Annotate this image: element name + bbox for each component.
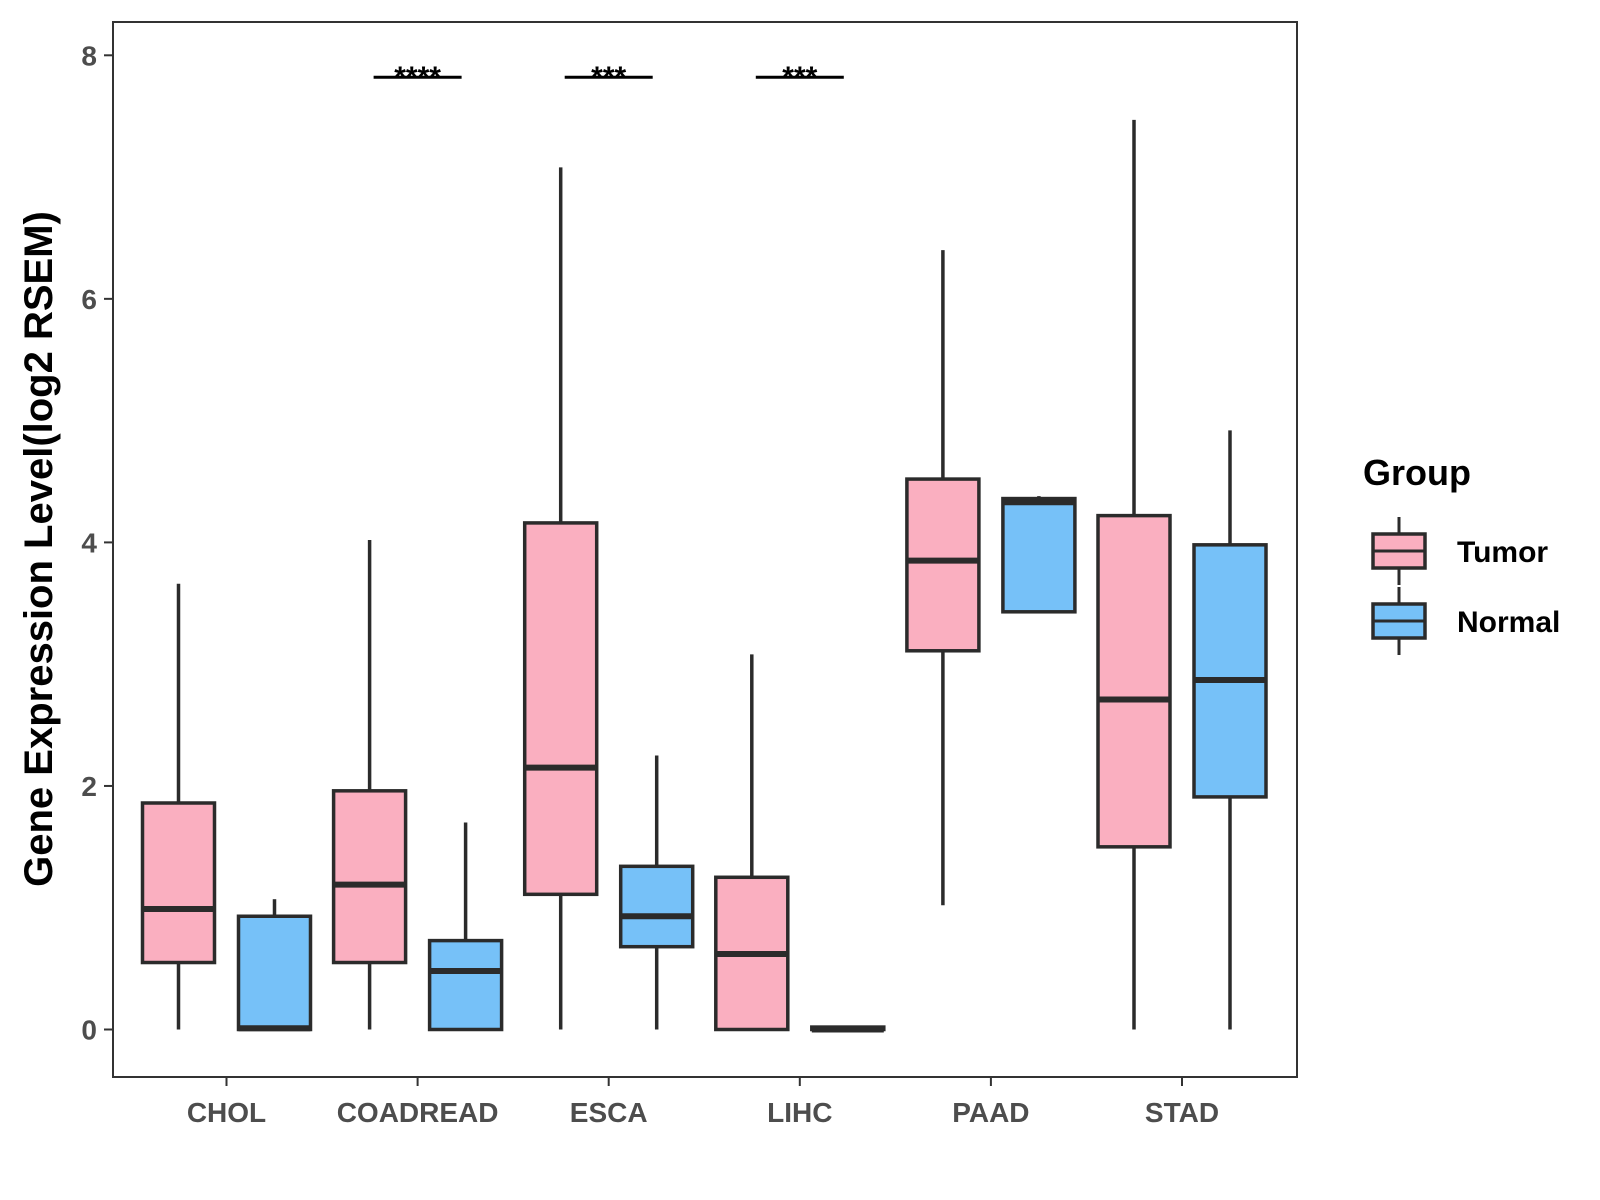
box-body [522,521,599,897]
x-tick-label: PAAD [952,1097,1029,1128]
box-body [1096,513,1172,849]
x-tick-label: ESCA [570,1097,648,1128]
box-tumor-coadread [331,539,408,1030]
significance-layer: **** *** *** [373,61,844,94]
box-body [236,914,313,1032]
box-body [905,477,981,653]
x-tick-label: LIHC [767,1097,832,1128]
box-body [427,938,504,1032]
legend-key-tumor [1371,517,1427,585]
y-axis-title: Gene Expression Level(log2 RSEM) [17,211,61,887]
box-tumor-lihc [714,654,790,1032]
box-body [140,801,217,965]
box-tumor-esca [522,167,599,1030]
y-tick-label: 0 [81,1015,97,1046]
x-axis: CHOL COADREAD ESCA LIHC PAAD STAD [187,1077,1219,1128]
x-tick-label: CHOL [187,1097,266,1128]
significance-label: **** [394,61,441,94]
box-normal-stad [1192,430,1268,1030]
significance-label: *** [782,61,817,94]
box-normal-chol [236,899,313,1032]
y-tick-label: 2 [81,771,97,802]
legend-key-normal [1371,587,1427,655]
box-layer [140,119,1268,1033]
legend-label-normal: Normal [1457,606,1560,639]
box-tumor-chol [140,583,217,1030]
significance-label: *** [591,61,626,94]
box-body [331,789,408,965]
y-tick-label: 6 [81,284,97,315]
box-normal-lihc [810,1025,886,1033]
x-tick-label: COADREAD [337,1097,499,1128]
y-tick-label: 8 [81,40,97,71]
box-normal-paad [1001,496,1077,614]
legend-label-tumor: Tumor [1457,536,1548,569]
box-tumor-stad [1096,119,1172,1030]
box-tumor-paad [905,250,981,906]
legend: Group Tumor Normal [1363,452,1560,655]
box-body [618,864,695,949]
y-axis: 0 2 4 6 8 [81,40,113,1046]
y-tick-label: 4 [81,527,97,558]
legend-title: Group [1363,452,1471,493]
box-normal-coadread [427,822,504,1032]
box-body [1192,543,1268,799]
box-body [1001,496,1077,614]
box-normal-esca [618,755,695,1030]
x-tick-label: STAD [1145,1097,1219,1128]
